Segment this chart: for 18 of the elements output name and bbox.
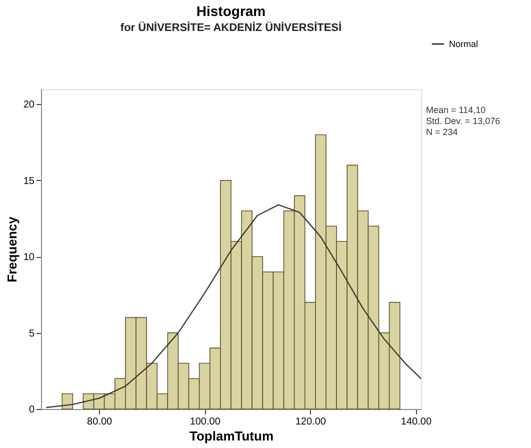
text: Mean = 114,10 [426, 105, 486, 115]
y-tick-label: 20 [23, 100, 35, 111]
chart-title: Histogram [196, 3, 266, 19]
line-series [46, 204, 422, 408]
y-tick-label: 5 [28, 328, 35, 340]
x-tick-label: 120.00 [295, 416, 326, 428]
legend-label: Normal [449, 39, 478, 49]
chart-subtitle: for ÜNİVERSİTE= AKDENİZ ÜNİVERSİTESİ [120, 21, 342, 34]
x-tick-label: 140.00 [400, 416, 432, 428]
x-tick-label: 100.00 [190, 416, 221, 428]
x-axis-title: ToplamTutum [189, 428, 274, 444]
y-tick-label: 15 [23, 176, 35, 187]
y-axis-title: Frequency [4, 216, 20, 282]
y-tick-label: 10 [23, 252, 35, 264]
text: Std. Dev. = 13,076 [426, 116, 500, 126]
text: N = 234 [426, 127, 458, 137]
y-tick-label: 0 [28, 404, 35, 416]
x-tick-label: 80.00 [87, 416, 113, 428]
